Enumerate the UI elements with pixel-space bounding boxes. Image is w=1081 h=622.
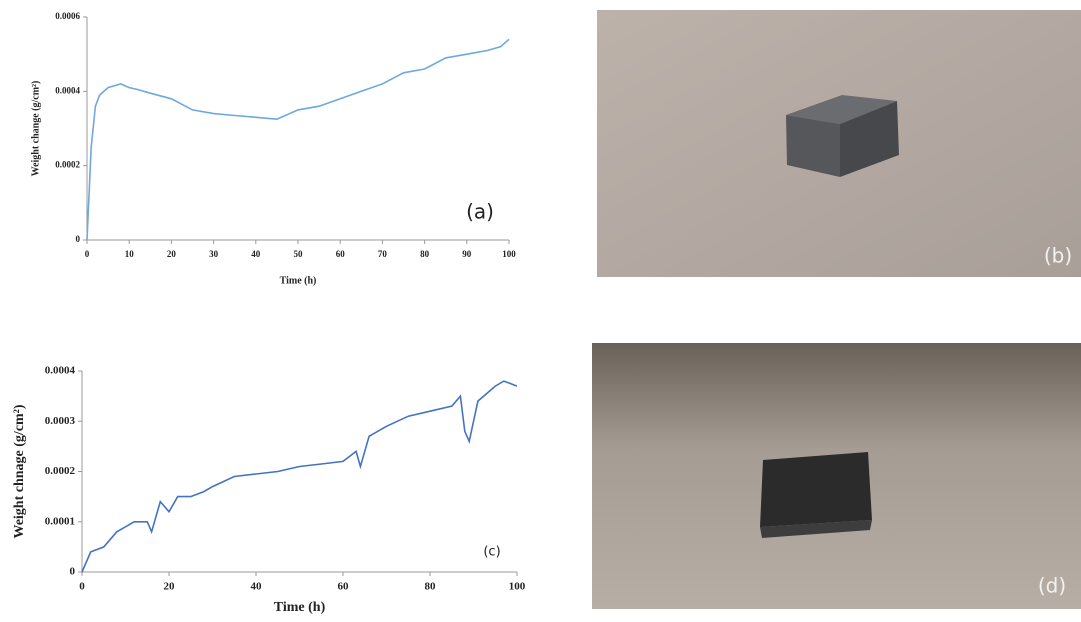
photo-label: (d) (1038, 574, 1066, 598)
x-tick-label: 40 (251, 581, 263, 593)
x-tick-label: 100 (509, 581, 526, 593)
x-tick-label: 0 (79, 581, 85, 593)
y-axis-label: Weight change (g/cm²) (30, 81, 41, 177)
photo-b: (b) (597, 10, 1081, 277)
block (760, 452, 872, 527)
photo-d: (d) (592, 343, 1081, 609)
x-tick-label: 20 (164, 581, 176, 593)
x-tick-label: 80 (420, 249, 430, 259)
block-top (786, 95, 897, 124)
x-tick-label: 20 (167, 249, 177, 259)
y-tick-label: 0.0003 (45, 415, 76, 427)
annotation: (c) (483, 545, 500, 560)
x-tick-label: 70 (378, 249, 388, 259)
block-edge (760, 520, 872, 538)
y-tick-label: 0.0004 (55, 85, 80, 95)
x-tick-label: 80 (425, 581, 437, 593)
y-tick-label: 0.0002 (55, 160, 80, 170)
y-tick-label: 0.0006 (55, 11, 80, 21)
x-tick-label: 50 (294, 249, 304, 259)
y-tick-label: 0.0001 (45, 515, 75, 527)
y-tick-label: 0.0004 (45, 365, 76, 377)
block-front (786, 115, 840, 177)
x-axis-label: Time (h) (274, 600, 326, 615)
x-tick-label: 60 (336, 249, 346, 259)
y-axis-label: Weight chnage (g/cm²) (12, 404, 27, 538)
x-tick-label: 100 (502, 249, 516, 259)
x-tick-label: 40 (251, 249, 261, 259)
block-side (840, 101, 899, 177)
x-tick-label: 90 (462, 249, 472, 259)
photo-label: (b) (1044, 244, 1072, 268)
x-tick-label: 10 (125, 249, 135, 259)
y-tick-label: 0 (70, 566, 76, 578)
data-line (86, 38, 510, 241)
x-tick-label: 60 (338, 581, 350, 593)
x-axis-label: Time (h) (280, 275, 317, 286)
annotation: (a) (466, 200, 494, 224)
y-tick-label: 0.0002 (45, 465, 76, 477)
x-tick-label: 0 (85, 249, 90, 259)
y-tick-label: 0 (76, 234, 81, 244)
data-line (81, 380, 518, 573)
x-tick-label: 30 (209, 249, 219, 259)
